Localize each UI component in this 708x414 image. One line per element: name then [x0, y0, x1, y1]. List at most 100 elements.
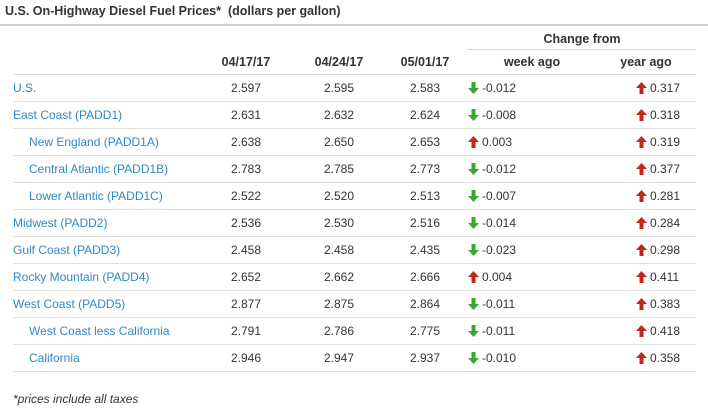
price-cell: 2.937 — [382, 344, 468, 372]
price-cell: 2.875 — [296, 290, 382, 318]
week-change-cell: -0.011 — [468, 317, 596, 345]
price-cell: 2.536 — [196, 209, 296, 237]
group-header-spacer — [13, 28, 468, 50]
table-row: West Coast (PADD5) 2.877 2.875 2.864 -0.011 0… — [13, 290, 696, 318]
region-link[interactable]: New England (PADD1A) — [13, 128, 196, 156]
year-change-cell: 0.411 — [596, 263, 696, 291]
price-cell: 2.877 — [196, 290, 296, 318]
table-row: Gulf Coast (PADD3) 2.458 2.458 2.435 -0.023 0… — [13, 236, 696, 264]
week-change-cell: -0.011 — [468, 290, 596, 318]
region-link[interactable]: West Coast less California — [13, 317, 196, 345]
region-link[interactable]: Rocky Mountain (PADD4) — [13, 263, 196, 291]
column-header-date-2: 04/24/17 — [296, 49, 382, 75]
price-cell: 2.783 — [196, 155, 296, 183]
price-cell: 2.652 — [196, 263, 296, 291]
table-header-row: 04/17/17 04/24/17 05/01/17 week ago year… — [13, 49, 696, 75]
arrow-down-icon — [468, 190, 479, 202]
week-change-value: -0.010 — [482, 351, 517, 365]
arrow-down-icon — [468, 244, 479, 256]
table-row: Lower Atlantic (PADD1C) 2.522 2.520 2.513 -0… — [13, 182, 696, 210]
year-change-value: 0.284 — [650, 216, 681, 230]
price-cell: 2.666 — [382, 263, 468, 291]
year-change-value: 0.383 — [650, 297, 681, 311]
week-change-cell: 0.003 — [468, 128, 596, 156]
region-link[interactable]: U.S. — [13, 74, 196, 102]
column-header-year-ago: year ago — [596, 49, 696, 75]
price-cell: 2.435 — [382, 236, 468, 264]
arrow-down-icon — [468, 298, 479, 310]
arrow-up-icon — [636, 109, 647, 121]
table-row: Rocky Mountain (PADD4) 2.652 2.662 2.666 0.0… — [13, 263, 696, 291]
region-link[interactable]: Lower Atlantic (PADD1C) — [13, 182, 196, 210]
region-link[interactable]: Midwest (PADD2) — [13, 209, 196, 237]
week-change-value: -0.008 — [482, 108, 517, 122]
arrow-up-icon — [636, 244, 647, 256]
year-change-value: 0.319 — [650, 135, 681, 149]
table-row: New England (PADD1A) 2.638 2.650 2.653 0.003… — [13, 128, 696, 156]
week-change-value: -0.012 — [482, 81, 517, 95]
table-row: West Coast less California 2.791 2.786 2.77… — [13, 317, 696, 345]
week-change-cell: -0.010 — [468, 344, 596, 372]
price-cell: 2.775 — [382, 317, 468, 345]
price-cell: 2.458 — [296, 236, 382, 264]
year-change-value: 0.411 — [650, 270, 680, 284]
week-change-cell: -0.012 — [468, 74, 596, 102]
price-cell: 2.520 — [296, 182, 382, 210]
price-cell: 2.947 — [296, 344, 382, 372]
year-change-value: 0.318 — [650, 108, 681, 122]
arrow-down-icon — [468, 217, 479, 229]
price-cell: 2.624 — [382, 101, 468, 129]
price-cell: 2.595 — [296, 74, 382, 102]
week-change-value: 0.004 — [482, 270, 513, 284]
arrow-up-icon — [636, 325, 647, 337]
year-change-cell: 0.319 — [596, 128, 696, 156]
region-link[interactable]: California — [13, 344, 196, 372]
week-change-value: -0.012 — [482, 162, 517, 176]
region-link[interactable]: Gulf Coast (PADD3) — [13, 236, 196, 264]
year-change-value: 0.377 — [650, 162, 681, 176]
week-change-cell: -0.014 — [468, 209, 596, 237]
year-change-cell: 0.318 — [596, 101, 696, 129]
price-cell: 2.785 — [296, 155, 382, 183]
arrow-up-icon — [636, 271, 647, 283]
arrow-up-icon — [468, 271, 479, 283]
table-group-header-row: Change from — [13, 28, 696, 50]
price-cell: 2.632 — [296, 101, 382, 129]
price-cell: 2.653 — [382, 128, 468, 156]
price-cell: 2.864 — [382, 290, 468, 318]
year-change-cell: 0.281 — [596, 182, 696, 210]
price-cell: 2.631 — [196, 101, 296, 129]
week-change-value: -0.011 — [482, 324, 516, 338]
year-change-cell: 0.298 — [596, 236, 696, 264]
table-body: U.S. 2.597 2.595 2.583 -0.012 0.317 East Coast… — [13, 74, 696, 372]
price-cell: 2.791 — [196, 317, 296, 345]
table-row: California 2.946 2.947 2.937 -0.010 0.358 — [13, 344, 696, 372]
year-change-value: 0.358 — [650, 351, 681, 365]
price-cell: 2.516 — [382, 209, 468, 237]
year-change-cell: 0.358 — [596, 344, 696, 372]
region-link[interactable]: East Coast (PADD1) — [13, 101, 196, 129]
week-change-cell: -0.023 — [468, 236, 596, 264]
price-cell: 2.786 — [296, 317, 382, 345]
price-cell: 2.638 — [196, 128, 296, 156]
year-change-cell: 0.317 — [596, 74, 696, 102]
arrow-up-icon — [636, 163, 647, 175]
diesel-price-table: Change from 04/17/17 04/24/17 05/01/17 w… — [13, 28, 696, 372]
region-link[interactable]: West Coast (PADD5) — [13, 290, 196, 318]
year-change-value: 0.298 — [650, 243, 681, 257]
week-change-value: -0.014 — [482, 216, 517, 230]
arrow-up-icon — [636, 136, 647, 148]
year-change-cell: 0.284 — [596, 209, 696, 237]
arrow-up-icon — [636, 190, 647, 202]
week-change-cell: 0.004 — [468, 263, 596, 291]
region-link[interactable]: Central Atlantic (PADD1B) — [13, 155, 196, 183]
price-cell: 2.513 — [382, 182, 468, 210]
week-change-value: -0.011 — [482, 297, 516, 311]
arrow-down-icon — [468, 325, 479, 337]
column-header-week-ago: week ago — [468, 49, 596, 75]
year-change-cell: 0.377 — [596, 155, 696, 183]
week-change-cell: -0.008 — [468, 101, 596, 129]
price-cell: 2.583 — [382, 74, 468, 102]
table-row: Midwest (PADD2) 2.536 2.530 2.516 -0.014 0.28… — [13, 209, 696, 237]
year-change-cell: 0.383 — [596, 290, 696, 318]
